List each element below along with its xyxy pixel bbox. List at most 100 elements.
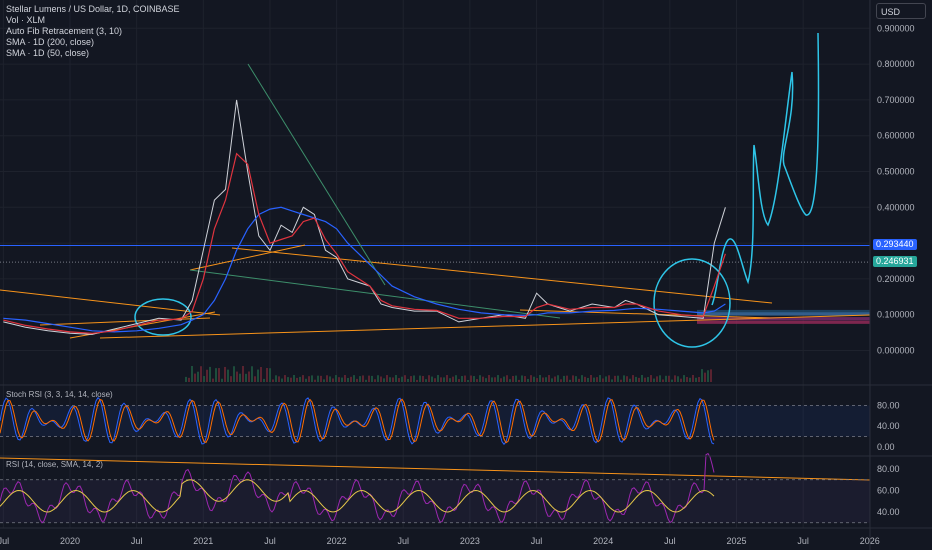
volume-bar bbox=[614, 375, 616, 382]
sma50-legend[interactable]: SMA · 1D (50, close) bbox=[6, 48, 90, 58]
volume-bar bbox=[695, 377, 697, 382]
volume-bar bbox=[359, 376, 361, 382]
volume-bar bbox=[674, 375, 676, 382]
volume-bar bbox=[251, 366, 253, 382]
volume-bar bbox=[320, 375, 322, 382]
volume-bar bbox=[410, 376, 412, 382]
volume-bar bbox=[416, 379, 418, 382]
time-tick-label: Jul bbox=[797, 536, 809, 546]
volume-bar bbox=[650, 375, 652, 382]
volume-bar bbox=[413, 375, 415, 382]
volume-bar bbox=[254, 376, 256, 382]
volume-bar bbox=[620, 379, 622, 382]
volume-bar bbox=[452, 376, 454, 382]
volume-bar bbox=[707, 370, 709, 382]
rsi-tick-label: 80.00 bbox=[877, 464, 900, 474]
price-tick-label: 0.000000 bbox=[877, 346, 915, 356]
time-tick-label: 2024 bbox=[593, 536, 613, 546]
fib-level-band bbox=[697, 312, 870, 316]
volume-bar bbox=[479, 375, 481, 382]
volume-bar bbox=[332, 378, 334, 382]
volume-bar bbox=[203, 376, 205, 382]
volume-bar bbox=[461, 376, 463, 382]
volume-bar bbox=[287, 377, 289, 382]
price-tick-label: 0.500000 bbox=[877, 167, 915, 177]
volume-bar bbox=[563, 375, 565, 382]
rsi-ma-line bbox=[0, 479, 715, 513]
symbol-title[interactable]: Stellar Lumens / US Dollar, 1D, COINBASE bbox=[6, 4, 180, 14]
circle-annotation bbox=[653, 258, 731, 348]
volume-bar bbox=[512, 375, 514, 382]
volume-bar bbox=[374, 379, 376, 382]
volume-bar bbox=[473, 376, 475, 382]
price-tick-label: 0.100000 bbox=[877, 310, 915, 320]
volume-bar bbox=[188, 377, 190, 382]
volume-bar bbox=[194, 373, 196, 382]
fib-legend[interactable]: Auto Fib Retracement (3, 10) bbox=[6, 26, 123, 36]
volume-bar bbox=[257, 369, 259, 382]
volume-bar bbox=[632, 375, 634, 382]
volume-bar bbox=[683, 375, 685, 382]
price-line bbox=[3, 99, 726, 335]
sma200-line bbox=[3, 206, 726, 333]
volume-bar bbox=[323, 379, 325, 382]
sma200-legend[interactable]: SMA · 1D (200, close) bbox=[6, 37, 95, 47]
blue-line-price-label: 0.293440 bbox=[873, 239, 917, 251]
time-tick-label: Jul bbox=[531, 536, 543, 546]
rsi-title[interactable]: RSI (14, close, SMA, 14, 2) bbox=[6, 460, 103, 469]
volume-bar bbox=[572, 375, 574, 382]
volume-bar bbox=[605, 376, 607, 382]
volume-bar bbox=[314, 379, 316, 382]
volume-bar bbox=[593, 377, 595, 382]
current-price-label: 0.246931 bbox=[873, 256, 917, 268]
trendline bbox=[99, 314, 871, 339]
volume-bar bbox=[488, 375, 490, 382]
volume-bar bbox=[503, 376, 505, 382]
volume-bar bbox=[653, 378, 655, 382]
volume-bar bbox=[566, 375, 568, 382]
stoch-rsi-title[interactable]: Stoch RSI (3, 3, 14, 14, close) bbox=[6, 390, 113, 399]
volume-bar bbox=[209, 366, 211, 382]
volume-bar bbox=[638, 377, 640, 382]
volume-bar bbox=[281, 378, 283, 382]
volume-bar bbox=[623, 375, 625, 382]
fib-level-band bbox=[697, 320, 870, 324]
volume-bar bbox=[458, 379, 460, 382]
volume-bar bbox=[248, 371, 250, 382]
volume-bar bbox=[245, 373, 247, 382]
volume-bar bbox=[464, 375, 466, 382]
volume-bar bbox=[305, 378, 307, 382]
rsi-trendline bbox=[0, 457, 871, 481]
volume-bar bbox=[554, 376, 556, 382]
volume-bar bbox=[425, 379, 427, 382]
volume-bar bbox=[587, 377, 589, 382]
fib-level-band bbox=[697, 317, 870, 321]
sma50-line bbox=[3, 152, 726, 334]
volume-bar bbox=[602, 378, 604, 382]
volume-bar bbox=[689, 377, 691, 382]
volume-bar bbox=[569, 379, 571, 382]
volume-bar bbox=[224, 366, 226, 382]
volume-bar bbox=[704, 372, 706, 382]
volume-bar bbox=[284, 375, 286, 382]
volume-bar bbox=[581, 375, 583, 382]
volume-bar bbox=[443, 377, 445, 382]
volume-bar bbox=[662, 379, 664, 382]
price-tick-label: 0.200000 bbox=[877, 274, 915, 284]
volume-bar bbox=[575, 376, 577, 382]
currency-button[interactable]: USD bbox=[876, 3, 926, 19]
drawings bbox=[0, 32, 871, 481]
volume-legend[interactable]: Vol · XLM bbox=[6, 15, 46, 25]
rsi-line bbox=[0, 452, 715, 524]
volume-bar bbox=[647, 377, 649, 382]
stoch-tick-label: 80.00 bbox=[877, 400, 900, 410]
volume-bar bbox=[221, 378, 223, 382]
volume-bar bbox=[509, 379, 511, 382]
volume-bar bbox=[233, 366, 235, 382]
volume-bar bbox=[680, 378, 682, 382]
volume-bar bbox=[230, 376, 232, 382]
volume-bar bbox=[491, 377, 493, 382]
volume-bar bbox=[308, 376, 310, 382]
volume-bar bbox=[419, 375, 421, 382]
